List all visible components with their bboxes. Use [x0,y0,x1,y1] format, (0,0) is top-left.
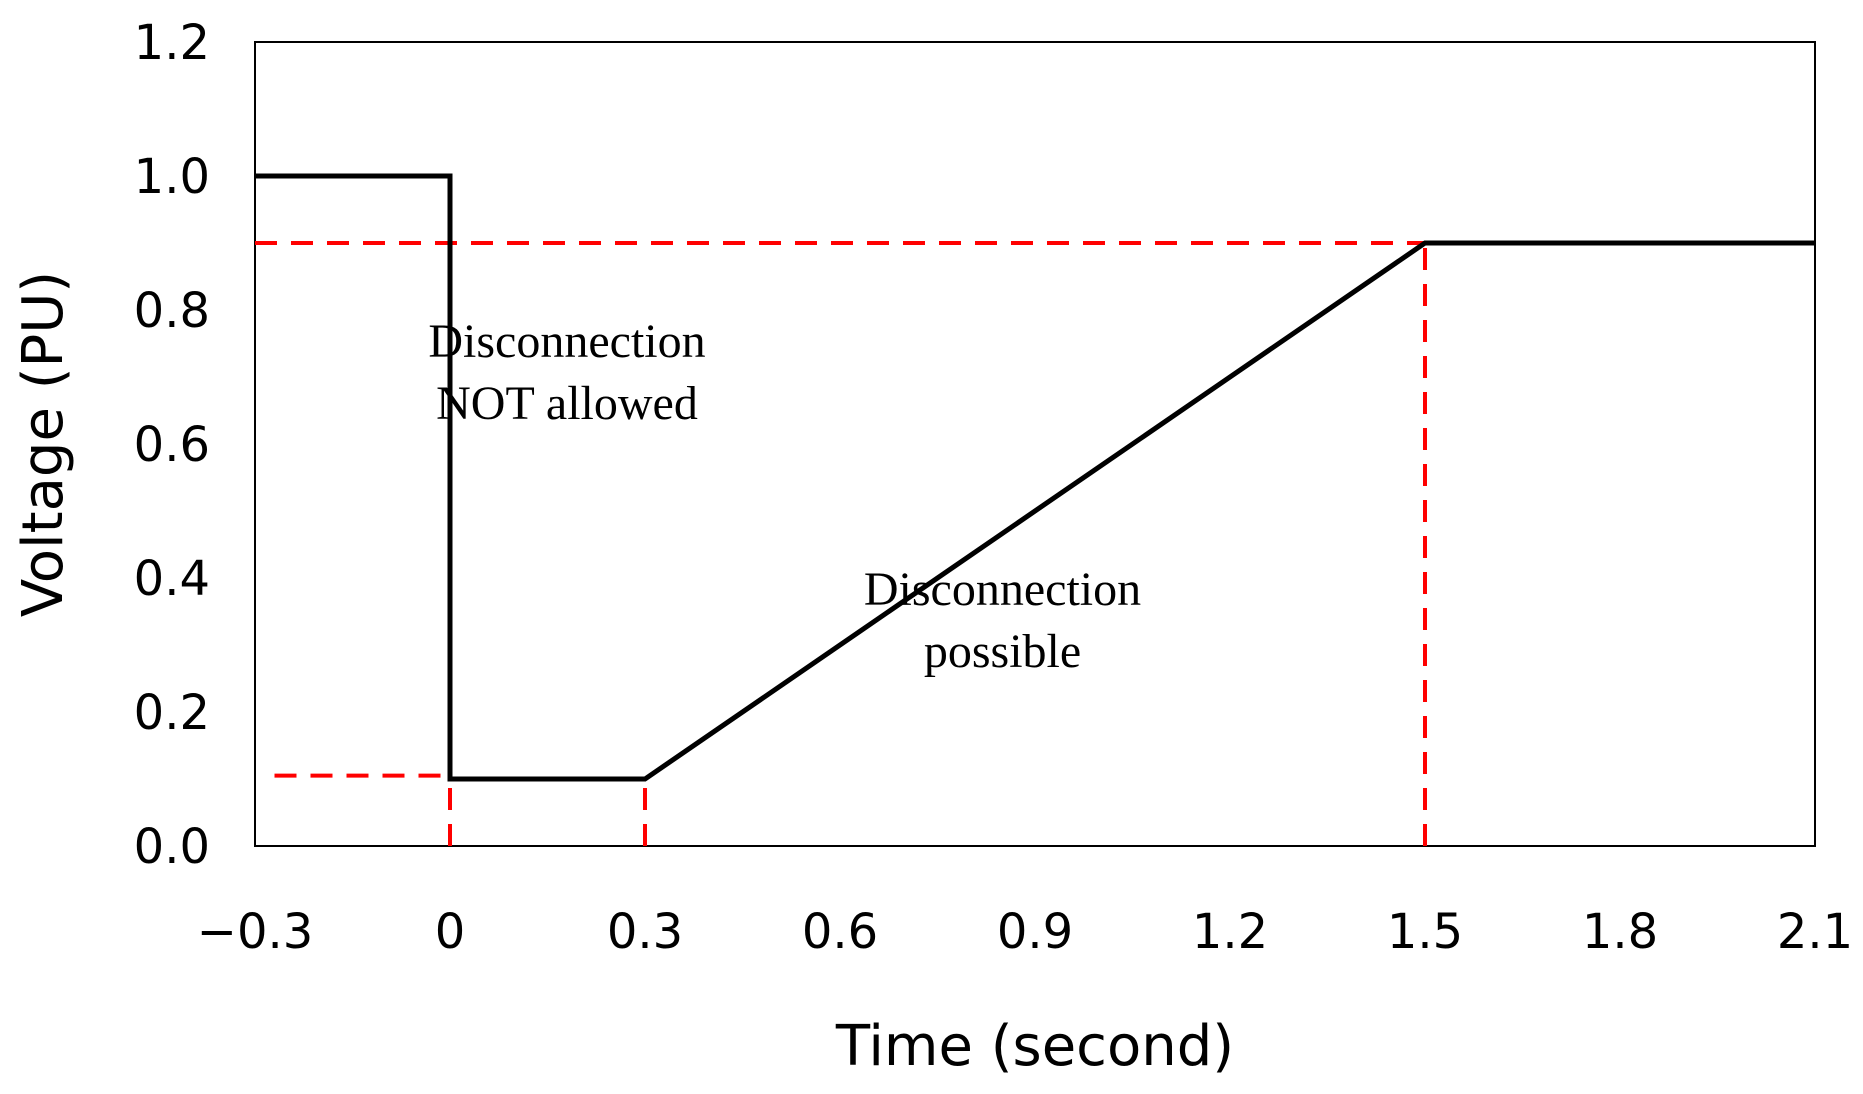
y-tick-label: 0.4 [134,551,210,607]
y-axis-title: Voltage (PU) [11,271,76,617]
x-tick-label: −0.3 [197,904,314,960]
annotation-text: possible [924,625,1081,678]
x-tick-label: 1.5 [1387,904,1463,960]
x-tick-label: 0.9 [997,904,1073,960]
y-tick-label: 1.0 [134,149,210,205]
x-tick-label: 1.2 [1192,904,1268,960]
y-tick-label: 1.2 [134,15,210,71]
annotation-text: NOT allowed [436,377,698,430]
voltage-profile-line [255,173,1815,782]
x-tick-label: 0 [435,904,466,960]
x-tick-label: 0.3 [607,904,683,960]
x-tick-label: 0.6 [802,904,878,960]
annotation-text: Disconnection [428,315,705,368]
annotations: Disconnection NOT allowed Disconnection pos… [428,315,1141,678]
x-tick-labels: −0.3 0 0.3 0.6 0.9 1.2 1.5 1.8 2.1 [197,904,1853,960]
x-tick-label: 2.1 [1777,904,1853,960]
y-tick-label: 0.8 [134,283,210,339]
plot-area-frame [254,41,1816,847]
y-tick-labels: 0.0 0.2 0.4 0.6 0.8 1.0 1.2 [134,15,210,875]
series-lines [255,173,1815,782]
annotation-text: Disconnection [864,563,1141,616]
x-tick-label: 1.8 [1582,904,1658,960]
y-tick-label: 0.0 [134,819,210,875]
x-axis-title: Time (second) [835,1014,1234,1079]
y-tick-label: 0.2 [134,685,210,741]
y-tick-label: 0.6 [134,417,210,473]
